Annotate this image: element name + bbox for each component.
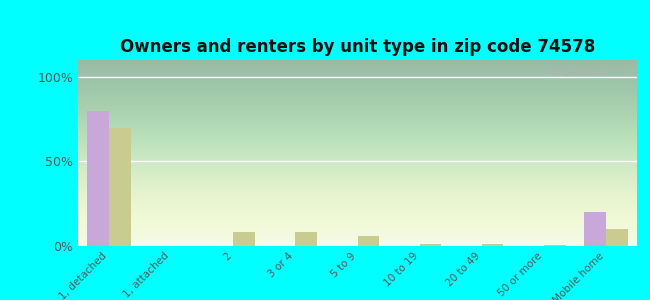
Title: Owners and renters by unit type in zip code 74578: Owners and renters by unit type in zip c… [120,38,595,56]
Bar [109,128,131,246]
Bar [544,245,566,246]
Bar [87,111,109,246]
Text: City-Data.com: City-Data.com [552,68,626,77]
Bar [420,244,441,246]
Bar [233,232,255,246]
Bar [606,229,628,246]
Bar [584,212,606,246]
Bar [482,244,504,246]
Bar [358,236,379,246]
Bar [295,232,317,246]
